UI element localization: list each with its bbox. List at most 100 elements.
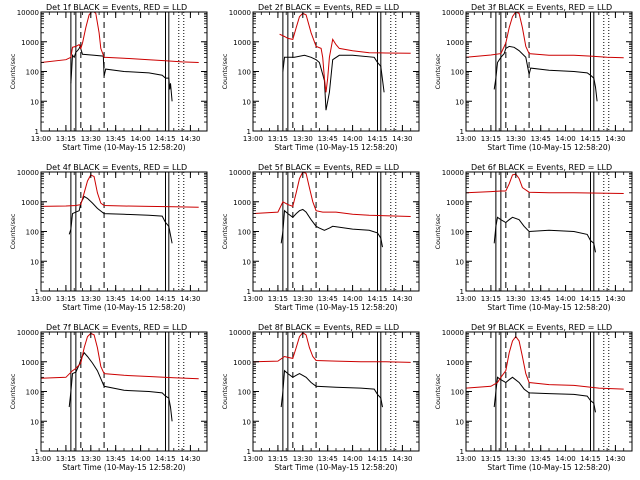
y-tick-label: 10000 [17,329,39,337]
marker-lines [282,172,397,291]
x-tick-label: 13:00 [456,135,476,143]
y-tick-label: 100 [238,229,251,237]
x-tick-label: 14:00 [131,135,151,143]
plot-title: Det 6f BLACK = Events, RED = LLD [471,163,612,172]
x-tick-label: 14:30 [392,295,412,303]
y-axis-label: Counts/sec [9,53,17,89]
lld-series-line [279,12,411,93]
y-tick-label: 10000 [17,9,39,17]
x-tick-label: 13:45 [106,135,126,143]
y-tick-label: 100 [451,69,464,77]
y-tick-label: 10 [455,258,464,266]
panel-9: 1 10 100 1000 10000 13:00 13:15 13:30 13:45 14:00… [434,323,633,472]
y-tick-label: 10 [30,258,39,266]
y-tick-label: 1000 [446,199,464,207]
x-tick-label: 14:15 [580,295,600,303]
y-axis-label: Counts/sec [434,213,442,249]
x-tick-label: 13:15 [481,135,501,143]
y-tick-label: 10000 [229,169,251,177]
x-tick-label: 14:15 [155,295,175,303]
panel-8: 1 10 100 1000 10000 13:00 13:15 13:30 13:45 14:00… [221,323,420,472]
x-tick-label: 13:15 [268,295,288,303]
panel-1: 1 10 100 1000 10000 13:00 13:15 13:30 13:45 14:00… [9,3,208,152]
x-tick-label: 13:00 [31,135,51,143]
y-tick-label: 100 [238,69,251,77]
marker-lines [282,332,397,451]
x-tick-label: 13:30 [293,135,313,143]
x-tick-label: 13:00 [243,295,263,303]
x-axis-label: Start Time (10-May-15 12:58:20) [274,463,397,472]
lld-series-line [466,173,624,194]
x-tick-label: 13:00 [31,455,51,463]
events-series-line [68,351,173,422]
events-series-line [493,216,596,253]
plot-frame [252,11,420,132]
events-series-line [70,44,173,102]
y-axis-label: Counts/sec [221,373,229,409]
x-tick-label: 13:30 [293,455,313,463]
y-tick-label: 10 [30,418,39,426]
panel-2: 1 10 100 1000 10000 13:00 13:15 13:30 13:45 14:00… [221,3,420,152]
x-tick-label: 14:30 [605,455,625,463]
events-series-line [280,208,383,248]
x-axis-label: Start Time (10-May-15 12:58:20) [487,303,610,312]
panel-5: 1 10 100 1000 10000 13:00 13:15 13:30 13:45 14:00… [221,163,420,312]
plot-title: Det 8f BLACK = Events, RED = LLD [258,323,399,332]
y-axis-label: Counts/sec [434,53,442,89]
x-axis-label: Start Time (10-May-15 12:58:20) [274,303,397,312]
x-tick-label: 14:00 [556,455,576,463]
panel-6: 1 10 100 1000 10000 13:00 13:15 13:30 13:45 14:00… [434,163,633,312]
x-tick-label: 13:15 [268,455,288,463]
lld-series-line [253,332,411,363]
y-tick-label: 100 [238,389,251,397]
plot-title: Det 2f BLACK = Events, RED = LLD [258,3,399,12]
x-tick-label: 13:30 [81,135,101,143]
plot-title: Det 7f BLACK = Events, RED = LLD [46,323,187,332]
lld-series-line [41,332,199,380]
y-tick-label: 100 [26,69,39,77]
y-tick-label: 1 [247,448,251,456]
marker-lines [495,332,610,451]
x-tick-label: 13:30 [506,295,526,303]
y-tick-label: 10000 [17,169,39,177]
marker-lines [70,12,185,131]
y-tick-label: 1 [35,288,39,296]
x-tick-label: 13:30 [506,455,526,463]
x-tick-label: 14:15 [367,455,387,463]
marker-lines [495,172,610,291]
panel-4: 1 10 100 1000 10000 13:00 13:15 13:30 13:45 14:00… [9,163,208,312]
y-tick-label: 1000 [21,39,39,47]
plot-title: Det 5f BLACK = Events, RED = LLD [258,163,399,172]
x-tick-label: 14:00 [131,295,151,303]
x-tick-label: 14:15 [155,135,175,143]
x-axis-label: Start Time (10-May-15 12:58:20) [487,143,610,152]
x-tick-label: 13:45 [318,295,338,303]
x-tick-label: 14:30 [392,135,412,143]
x-tick-label: 13:45 [318,135,338,143]
marker-lines [70,332,185,451]
panel-7: 1 10 100 1000 10000 13:00 13:15 13:30 13:45 14:00… [9,323,208,472]
y-tick-label: 10 [455,98,464,106]
y-tick-label: 1000 [21,199,39,207]
y-axis-label: Counts/sec [9,373,17,409]
y-tick-label: 1 [460,128,464,136]
marker-lines [70,172,185,291]
plot-title: Det 3f BLACK = Events, RED = LLD [471,3,612,12]
y-tick-label: 1 [460,448,464,456]
plot-frame [465,171,633,292]
y-tick-label: 1 [460,288,464,296]
x-tick-label: 14:30 [392,455,412,463]
y-tick-label: 100 [26,389,39,397]
y-tick-label: 10000 [229,329,251,337]
y-tick-label: 10 [242,98,251,106]
y-axis-label: Counts/sec [9,213,17,249]
y-tick-label: 1 [247,128,251,136]
x-tick-label: 13:45 [531,135,551,143]
y-tick-label: 10000 [229,9,251,17]
x-tick-label: 14:30 [605,135,625,143]
x-axis-label: Start Time (10-May-15 12:58:20) [62,463,185,472]
x-tick-label: 14:15 [367,295,387,303]
x-axis-label: Start Time (10-May-15 12:58:20) [487,463,610,472]
lld-series-line [466,335,624,390]
y-tick-label: 1000 [233,359,251,367]
